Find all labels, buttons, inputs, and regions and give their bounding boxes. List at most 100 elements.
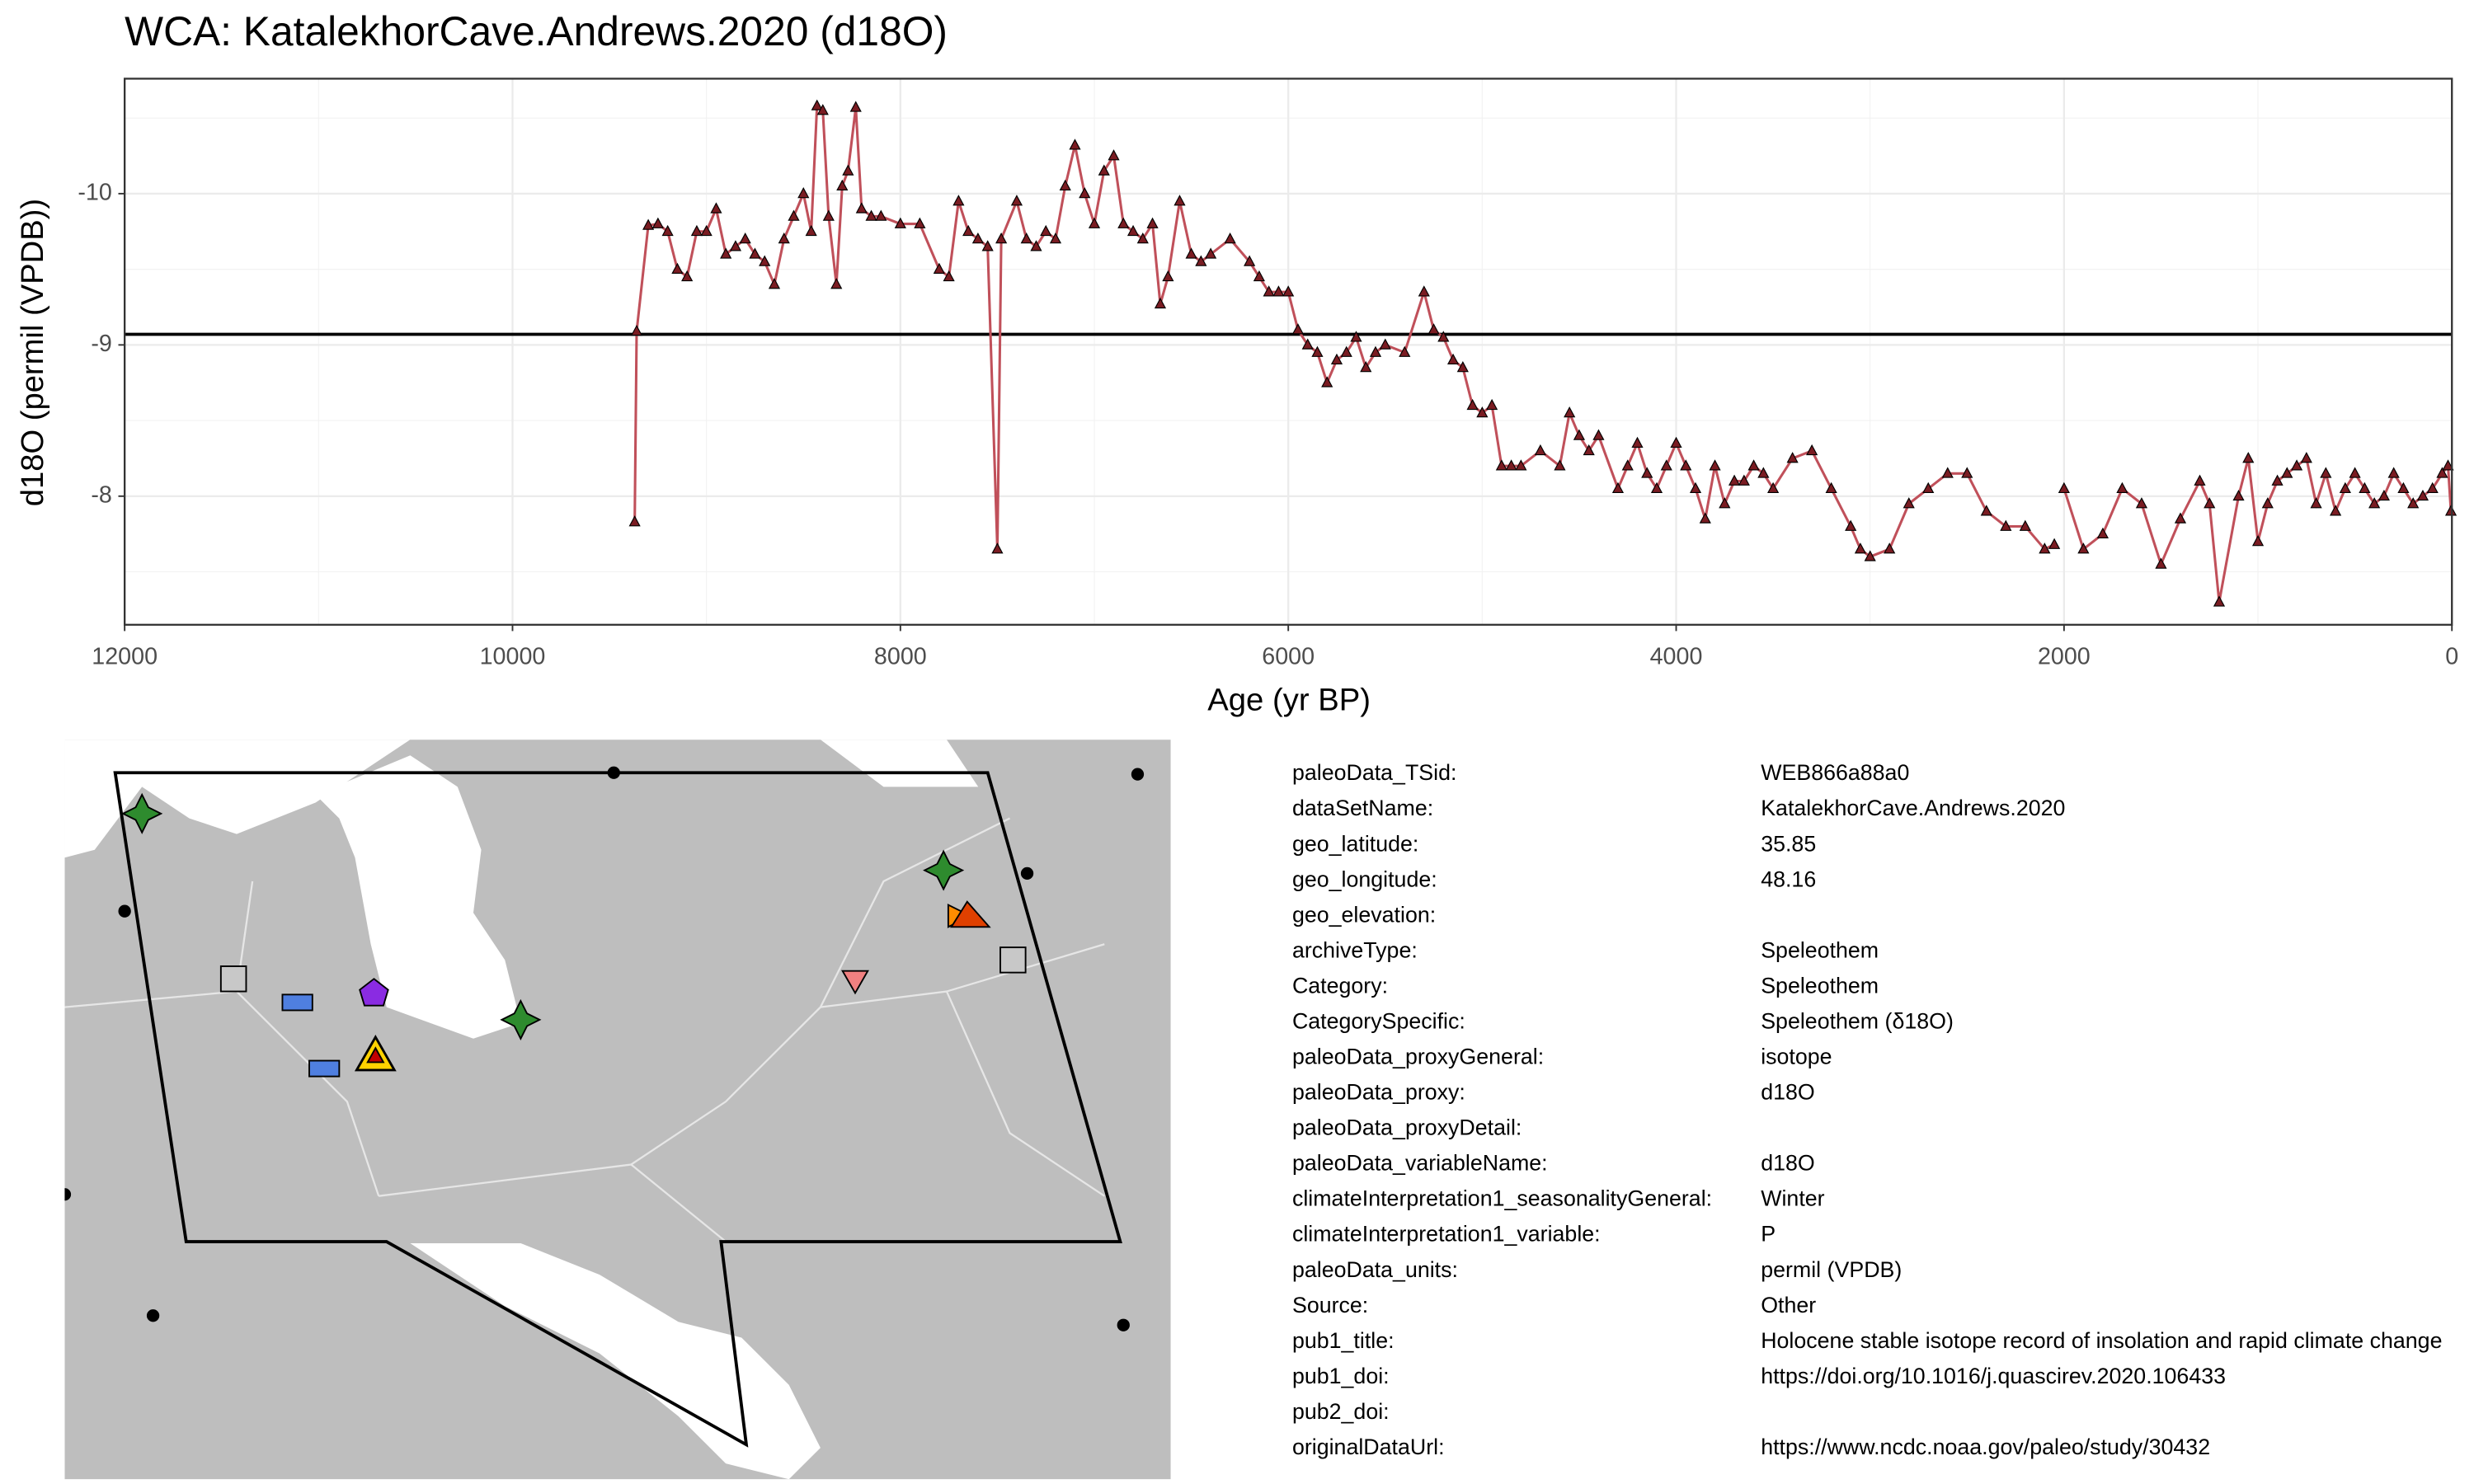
data-point: [1728, 474, 1741, 486]
data-point: [1922, 481, 1935, 494]
data-point: [2096, 527, 2109, 539]
data-point: [995, 232, 1008, 244]
data-point: [2077, 542, 2090, 554]
data-point: [855, 202, 868, 214]
data-point: [836, 179, 849, 191]
data-point: [1446, 353, 1460, 365]
data-point: [1174, 195, 1186, 206]
meta-key: archiveType:: [1292, 937, 1418, 962]
data-point: [1088, 217, 1101, 228]
gulf: [410, 1242, 821, 1480]
meta-key: climateInterpretation1_variable:: [1292, 1222, 1601, 1247]
data-point: [671, 262, 684, 274]
meta-value: 48.16: [1761, 866, 1816, 891]
meta-key: geo_longitude:: [1292, 866, 1437, 891]
data-point: [1476, 406, 1489, 418]
data-point: [962, 224, 975, 237]
data-point: [778, 232, 790, 244]
data-point: [2194, 474, 2206, 486]
y-tick-label: -9: [91, 331, 112, 357]
data-point: [1195, 255, 1207, 266]
data-point: [894, 217, 906, 228]
x-tick-label: 8000: [874, 643, 927, 669]
meta-key: pub1_doi:: [1292, 1364, 1390, 1388]
meta-value: WEB866a88a0: [1761, 760, 1909, 785]
data-point: [788, 209, 800, 221]
data-point: [816, 104, 829, 115]
data-point: [1399, 345, 1411, 357]
data-point: [2378, 489, 2390, 501]
data-point: [1564, 406, 1576, 418]
data-point: [2330, 505, 2342, 516]
data-point: [1573, 429, 1586, 440]
data-point: [2213, 595, 2226, 607]
data-point: [2232, 489, 2245, 501]
data-point: [1554, 459, 1566, 471]
data-point: [1486, 398, 1498, 411]
data-point: [2349, 467, 2361, 478]
x-tick-label: 0: [2445, 643, 2458, 669]
data-point: [690, 224, 703, 237]
data-point: [1244, 255, 1256, 266]
data-point: [720, 247, 732, 259]
x-tick-label: 6000: [1262, 643, 1315, 669]
data-point: [1641, 467, 1653, 478]
data-point: [1010, 195, 1023, 206]
data-point: [1650, 481, 1663, 494]
data-point: [729, 240, 742, 251]
data-point: [710, 202, 722, 214]
data-point: [1660, 459, 1672, 471]
x-tick-label: 2000: [2038, 643, 2091, 669]
data-point: [1699, 512, 1711, 524]
data-point: [1583, 444, 1595, 456]
data-point: [1592, 429, 1605, 440]
meta-key: paleoData_proxyDetail:: [1292, 1115, 1522, 1140]
data-point: [1437, 331, 1450, 342]
meta-value: Winter: [1761, 1186, 1824, 1211]
data-point: [2204, 497, 2216, 509]
y-axis-label: d18O (permil (VPDB)): [15, 199, 50, 506]
data-point: [1020, 232, 1032, 244]
data-point: [2290, 459, 2303, 471]
data-point: [2174, 512, 2187, 524]
meta-key: Source:: [1292, 1293, 1368, 1317]
data-point: [2242, 452, 2255, 463]
data-point: [805, 224, 817, 237]
markers: [64, 766, 1145, 1331]
data-point: [739, 232, 751, 244]
data-point: [822, 209, 835, 221]
data-point: [2320, 467, 2332, 478]
data-point: [1854, 542, 1867, 554]
data-point: [1689, 481, 1702, 494]
land: [64, 740, 1171, 1480]
data-point: [1611, 481, 1625, 494]
region-outline: [113, 771, 1122, 1448]
y-tick-label: -10: [78, 179, 111, 205]
x-axis-label: Age (yr BP): [1207, 682, 1371, 717]
data-point: [2039, 542, 2051, 554]
data-point: [1719, 497, 1731, 509]
data-point: [1767, 481, 1780, 494]
data-point: [1369, 345, 1382, 357]
plot-area: 12000 10000 8000 6000 4000 2000 0 -10 -9 -8: [78, 77, 2458, 669]
data-point: [1136, 232, 1149, 244]
data-point: [811, 99, 823, 110]
data-point: [1069, 139, 1081, 150]
data-point: [1747, 459, 1760, 471]
data-point: [628, 515, 641, 527]
data-point: [1941, 467, 1954, 478]
data-point: [1154, 297, 1167, 309]
data-point: [700, 224, 713, 237]
data-point: [2261, 497, 2274, 509]
data-point: [1030, 240, 1042, 251]
meta-value: Holocene stable isotope record of insola…: [1761, 1328, 2442, 1353]
data-point: [1757, 467, 1770, 478]
data-point: [2359, 481, 2371, 494]
data-point: [2339, 481, 2351, 494]
meta-value: Speleothem: [1761, 973, 1879, 998]
data-point: [1495, 459, 1507, 471]
data-point: [1515, 459, 1527, 471]
data-point: [2058, 481, 2070, 494]
meta-key: paleoData_proxy:: [1292, 1080, 1465, 1105]
data-point: [2426, 481, 2439, 494]
